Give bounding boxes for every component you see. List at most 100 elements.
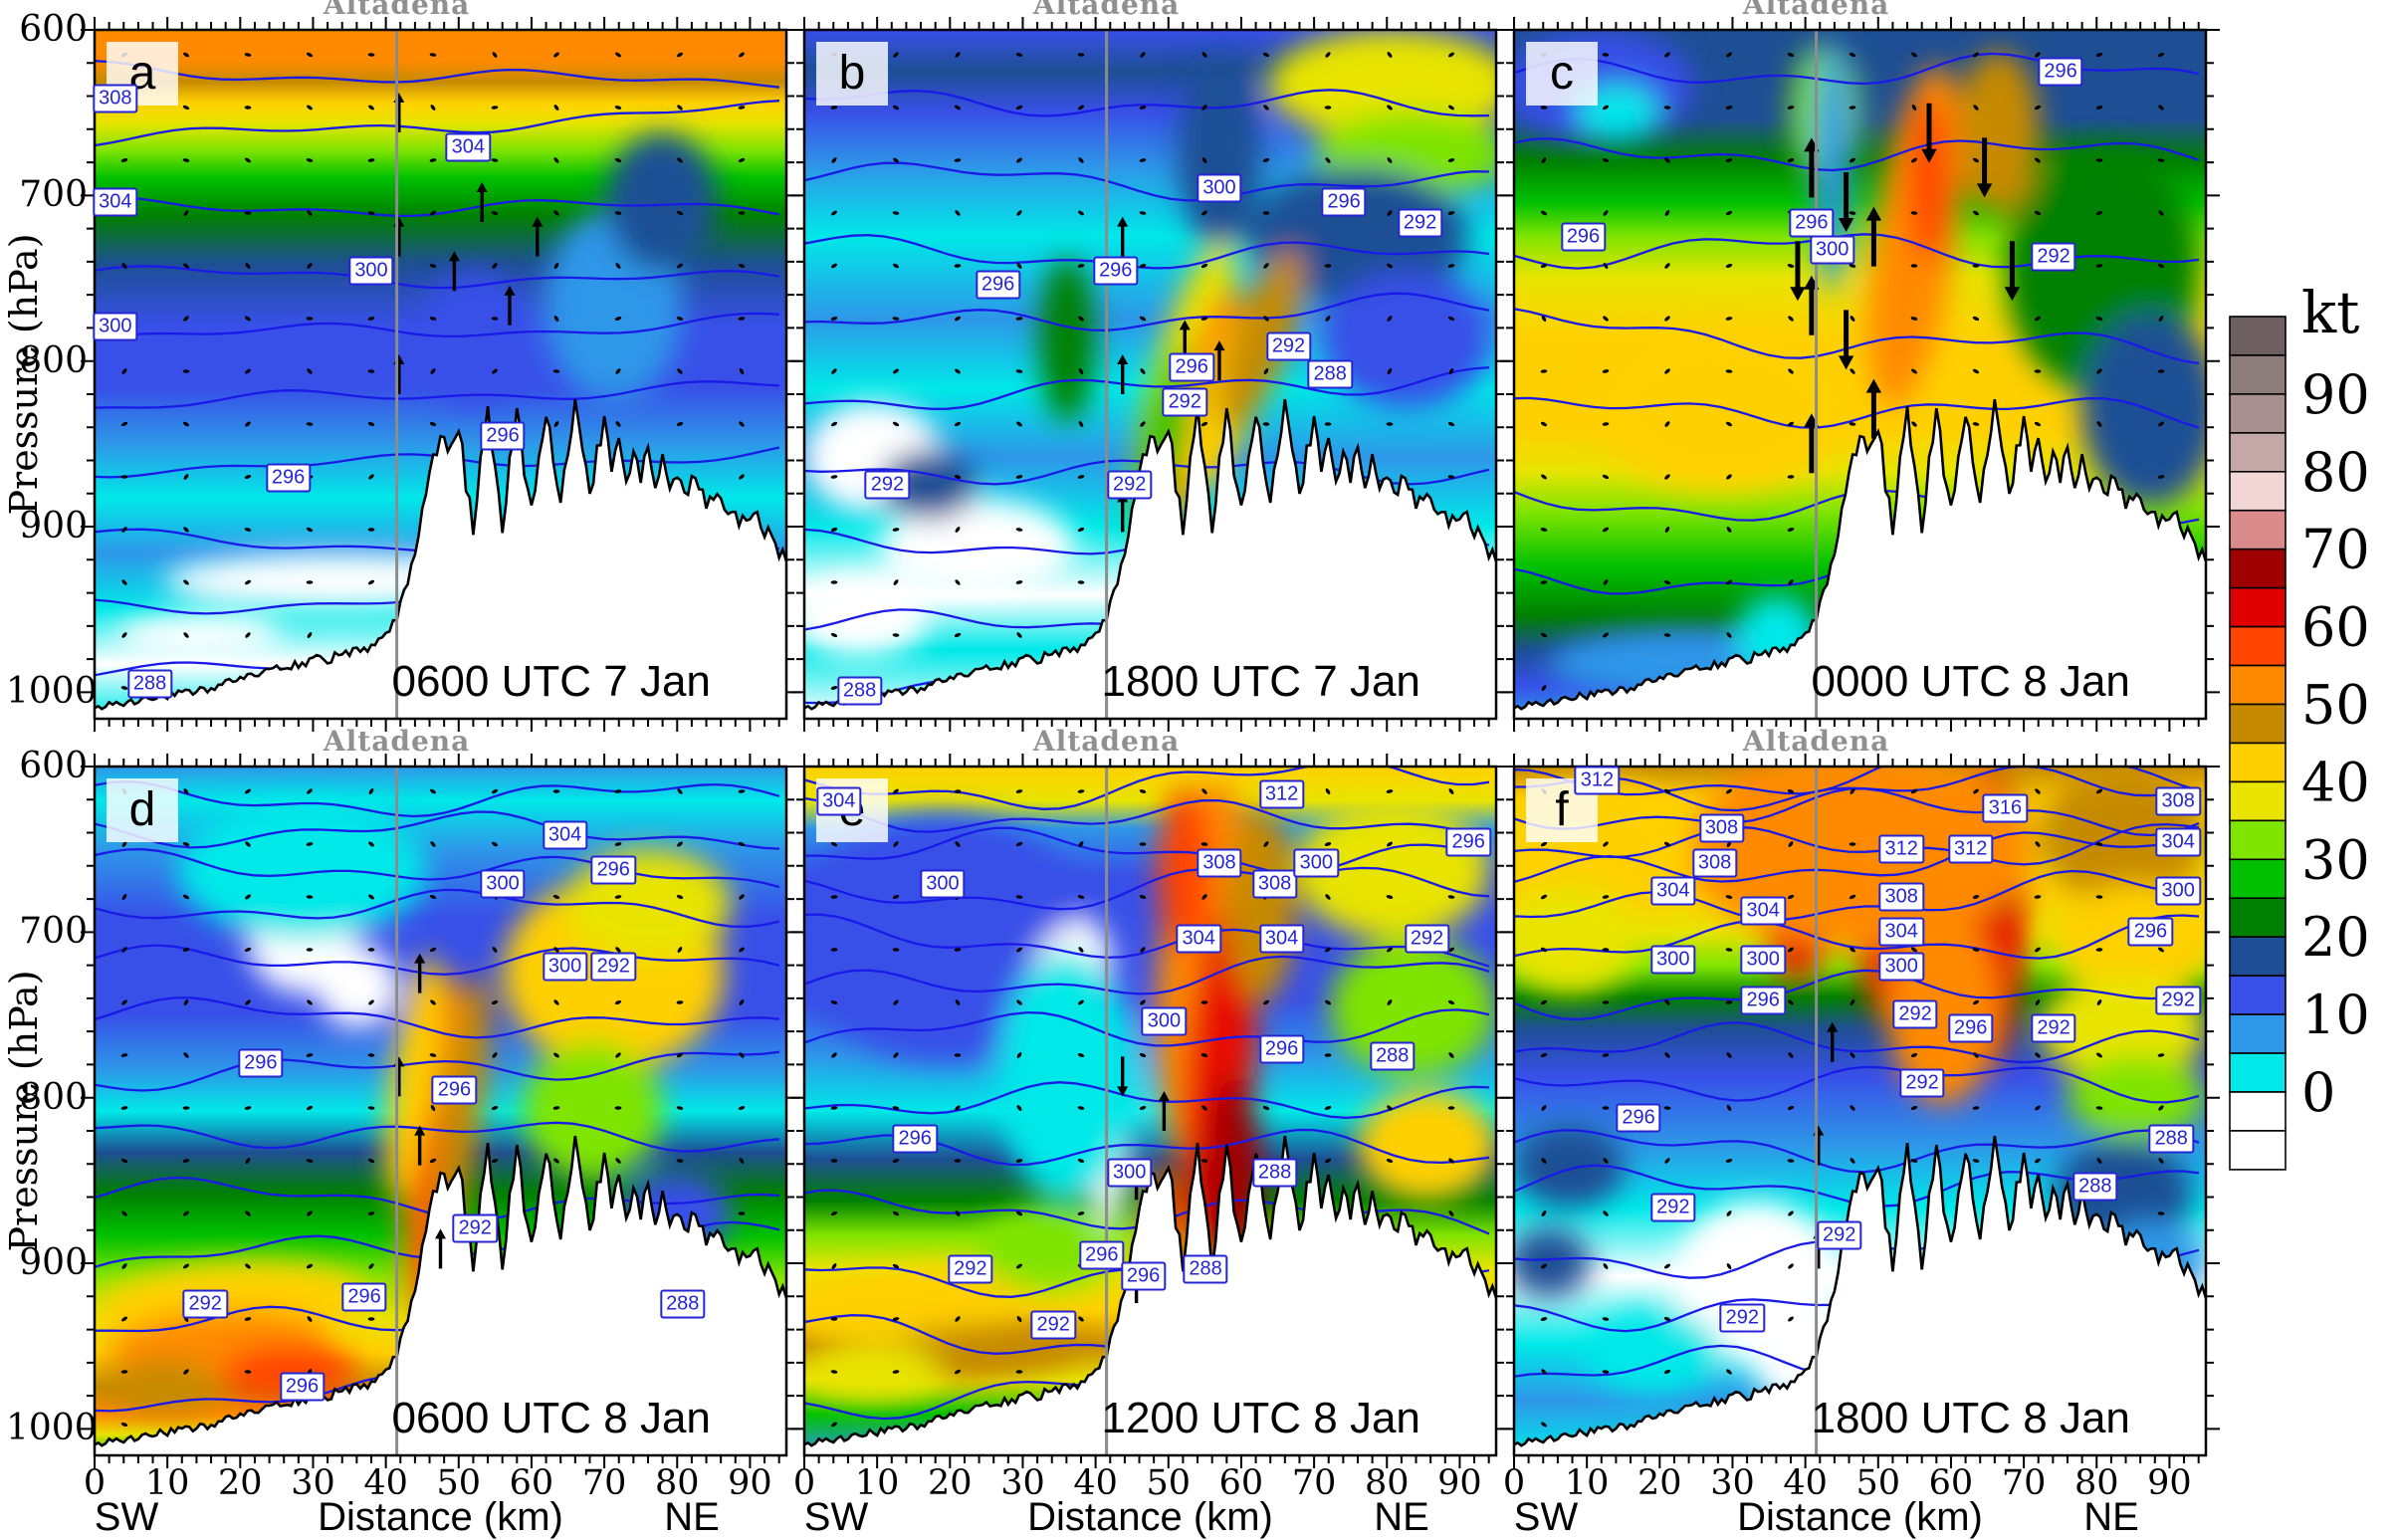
wind-dash-icon [1787,788,1795,794]
wind-dash-icon [1139,895,1147,899]
wind-dash-icon [1541,1158,1547,1164]
wind-dash-icon [892,211,900,215]
wind-dash-icon [738,1105,746,1111]
wind-dash-icon [2095,948,2103,952]
wind-dash-icon [831,368,837,374]
contour-label: 300 [1740,945,1786,975]
colorbar-cell [2229,1091,2287,1132]
colorbar-cell [2229,703,2287,745]
wind-dash-icon [1787,1159,1795,1163]
wind-dash-icon [182,158,190,162]
wind-dash-icon [307,263,313,269]
wind-dash-icon [830,106,838,110]
wind-dash-icon [676,1000,684,1004]
wind-dash-icon [1324,264,1332,268]
wind-dash-icon [1015,841,1023,847]
x-tick-label: 60 [509,1463,554,1503]
y-tick-label: 600 [19,9,88,50]
wind-dash-icon [954,1053,962,1057]
contour-label: 296 [1120,1261,1167,1291]
wind-speed-feature [1956,50,2041,216]
wind-dash-icon [1015,317,1023,321]
wind-dash-icon [954,789,962,793]
wind-dash-icon [1325,787,1331,795]
wind-arrow-head-icon [1790,287,1806,302]
altadena-label: Altadena [1742,725,1890,758]
wind-dash-icon [614,895,622,899]
wind-dash-icon [615,947,621,953]
contour-label: 292 [1162,387,1207,417]
wind-dash-icon [1262,1105,1270,1111]
panel-frame [1512,765,2208,1457]
contour-label: 308 [2155,786,2201,816]
wind-dash-icon [1787,894,1795,900]
contour-label: 292 [590,952,636,982]
colorbar-cell [2229,316,2287,356]
wind-dash-icon [1540,947,1548,953]
wind-speed-feature [1514,1227,1591,1297]
wind-dash-icon [1973,52,1979,58]
wind-dash-icon [830,1159,838,1163]
wind-dash-icon [1447,895,1455,899]
x-tick-label: 10 [854,1463,900,1503]
wind-dash-icon [892,1317,900,1321]
wind-dash-icon [1664,210,1670,216]
wind-speed-feature [1583,1310,1722,1394]
wind-dash-icon [306,842,314,846]
colorbar-cell [2229,936,2287,977]
contour-label: 296 [480,421,526,451]
wind-dash-icon [1387,947,1393,953]
colorbar-tick-label: 50 [2301,674,2370,737]
wind-dash-icon [183,474,189,480]
axis-ticks [1500,17,2220,732]
wind-dash-icon [367,317,375,321]
terrain [95,1136,786,1455]
altadena-label: Altadena [1032,725,1181,758]
contour-label: 300 [1810,235,1855,265]
wind-dash-icon [1201,156,1207,164]
wind-dash-icon [367,1106,375,1110]
contour-label: 296 [431,1075,478,1105]
wind-dash-icon [2035,52,2041,58]
wind-dash-icon [739,367,745,375]
wind-dash-icon [892,528,900,532]
wind-dash-icon [1077,264,1085,268]
wind-dash-icon [2035,1105,2041,1111]
wind-dash-icon [1602,1053,1610,1057]
wind-dash-icon [2035,157,2041,163]
contour-label: 288 [1251,1158,1298,1188]
wind-dash-icon [1448,1158,1454,1164]
wind-dash-icon [2096,1052,2102,1058]
wind-dash-icon [1602,157,1610,163]
wind-dash-icon [1788,1052,1794,1058]
wind-dash-icon [676,1159,684,1163]
wind-dash-icon [1263,841,1269,847]
x-tick-label: 0 [792,1463,816,1503]
wind-dash-icon [1016,421,1022,427]
wind-dash-icon [1663,579,1671,585]
wind-dash-icon [307,788,313,794]
wind-dash-icon [1016,1263,1022,1269]
wind-dash-icon [1540,1052,1548,1058]
wind-dash-icon [120,475,128,479]
wind-dash-icon [1324,1053,1332,1057]
wind-dash-icon [1078,420,1084,428]
colorbar-cell [2229,354,2287,395]
wind-dash-icon [491,317,499,321]
wind-dash-icon [1849,422,1856,426]
terrain [804,1136,1496,1455]
wind-dash-icon [1200,263,1208,269]
wind-dash-icon [1139,789,1147,793]
wind-dash-icon [121,893,127,901]
wind-dash-icon [1015,1159,1023,1163]
wind-dash-icon [831,210,837,216]
x-tick-label: 20 [218,1463,263,1503]
colorbar: kt 90 80 70 60 50 40 30 20 10 0 [2229,279,2396,1212]
theta-contour [95,944,780,976]
wind-dash-icon [120,1422,128,1428]
wind-dash-icon [1015,475,1023,479]
wind-dash-icon [1850,316,1855,322]
wind-speed-feature [385,954,440,1200]
wind-speed-feature [2080,312,2206,506]
terrain-outline [95,398,786,711]
